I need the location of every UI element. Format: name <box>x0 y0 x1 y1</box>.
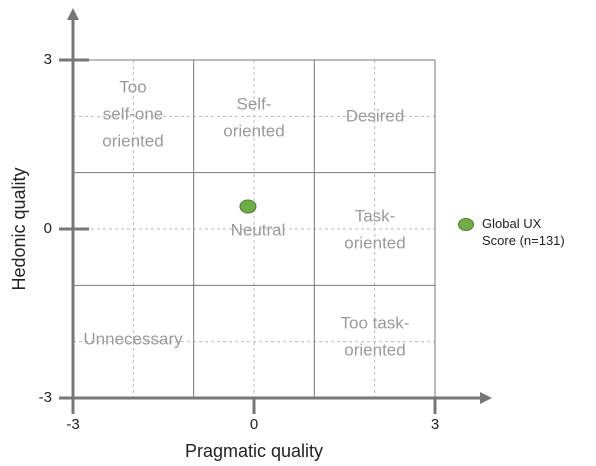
x-tick-label: 3 <box>431 416 439 433</box>
region-label: Too task- <box>341 313 410 332</box>
region-label: oriented <box>344 233 405 252</box>
legend-marker <box>458 218 474 231</box>
x-axis-title: Pragmatic quality <box>185 441 323 461</box>
x-tick-label: -3 <box>66 416 79 433</box>
y-arrow <box>67 8 79 20</box>
region-label: oriented <box>102 131 163 150</box>
region-label: oriented <box>344 340 405 359</box>
x-tick-label: 0 <box>250 416 258 433</box>
legend-label: Global UX Score (n=131) <box>482 216 565 248</box>
x-arrow <box>480 392 492 404</box>
legend: Global UX Score (n=131) <box>458 215 568 249</box>
region-label: Too <box>119 77 146 96</box>
region-label: Desired <box>346 106 405 125</box>
y-tick-label: 0 <box>44 220 52 237</box>
region-label: Unnecessary <box>83 329 183 348</box>
region-label: self-one <box>103 104 163 123</box>
region-label: Neutral <box>231 220 286 239</box>
region-label: Task- <box>355 206 396 225</box>
region-label: Self- <box>237 94 272 113</box>
region-label: oriented <box>223 121 284 140</box>
y-tick-label: -3 <box>39 389 52 406</box>
data-point <box>239 199 257 214</box>
y-axis-title: Hedonic quality <box>9 167 29 290</box>
y-tick-label: 3 <box>44 51 52 68</box>
